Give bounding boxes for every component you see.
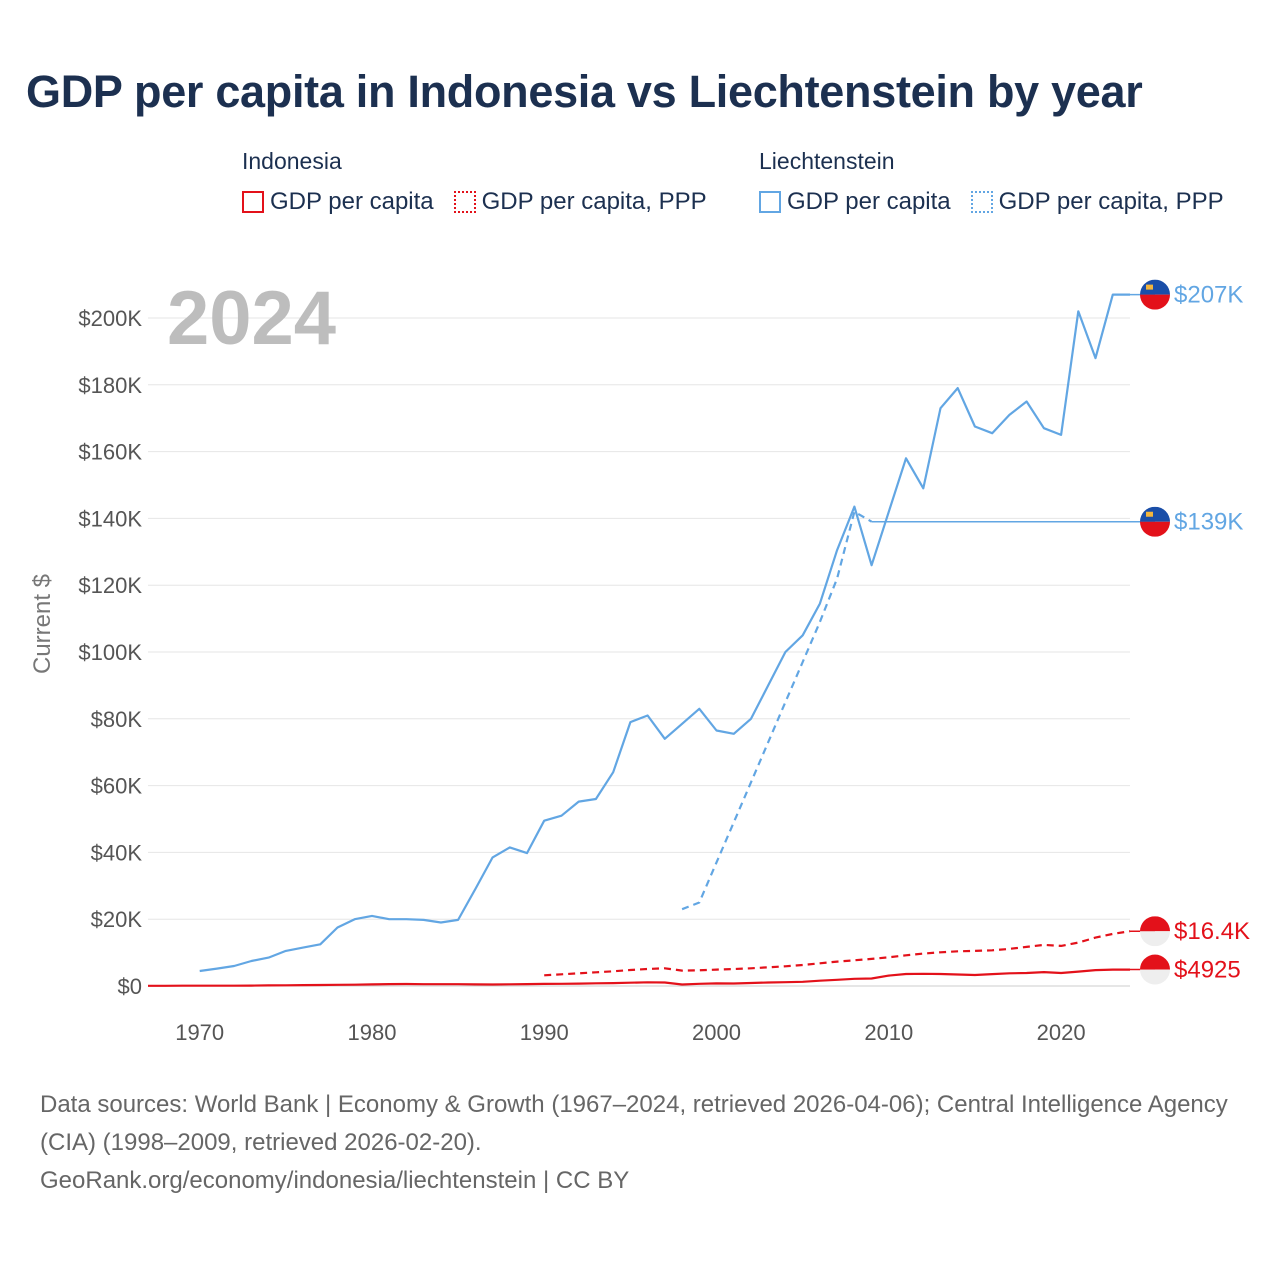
flag-icon-liechtenstein [1140,279,1170,310]
footer: Data sources: World Bank | Economy & Gro… [40,1086,1250,1200]
flag-icon-liechtenstein [1140,506,1170,537]
end-value-label: $207K [1174,282,1243,309]
legend-label: GDP per capita [787,188,951,215]
legend-item-indonesia-gdp-ppp[interactable]: GDP per capita, PPP [453,188,707,216]
flag-icon-indonesia [1140,954,1170,985]
flag-crown [1146,511,1153,517]
year-label: 2024 [167,276,336,361]
flag-stripe-red [1140,521,1170,537]
legend-swatch-dotted [970,191,993,213]
y-tick-label: $140K [78,506,142,531]
legend-group-liechtenstein: Liechtenstein GDP per capita GDP per cap… [759,146,1244,216]
x-tick-label: 2000 [692,1020,741,1045]
data-sources-text: Data sources: World Bank | Economy & Gro… [40,1091,1228,1156]
y-tick-label: $20K [91,907,143,932]
legend-swatch-solid [242,191,264,213]
flag-stripe-red [1140,916,1170,932]
flag-stripe-blue [1140,279,1170,295]
legend-item-liechtenstein-gdp[interactable]: GDP per capita [759,188,951,216]
y-tick-label: $40K [91,840,143,865]
flag-stripe-white [1140,931,1170,947]
legend-label: GDP per capita, PPP [481,188,707,215]
legend-swatch-solid [759,191,781,213]
end-value-label: $16.4K [1174,918,1250,945]
y-tick-label: $0 [118,974,142,999]
x-tick-label: 1970 [175,1020,224,1045]
x-tick-label: 2020 [1037,1020,1086,1045]
line-chart: $0 $20K $40K $60K $80K $100K $120K $140K $160K $1… [29,276,1250,1045]
legend-item-indonesia-gdp[interactable]: GDP per capita [242,188,434,216]
flag-stripe-blue [1140,506,1170,522]
end-value-label: $4925 [1174,957,1241,984]
chart-title: GDP per capita in Indonesia vs Liechtens… [26,66,1143,117]
end-value-label: $139K [1174,509,1243,536]
legend-swatch-dotted [453,191,476,213]
series-line-1 [681,510,873,911]
series-line-2 [544,930,1131,977]
attribution-link[interactable]: GeoRank.org/economy/indonesia/liechtenst… [40,1167,630,1194]
y-tick-label: $200K [78,306,142,331]
y-tick-label: $180K [78,373,142,398]
y-tick-label: $60K [91,774,143,799]
series-line-0 [199,293,1130,973]
flag-stripe-red [1140,294,1170,310]
legend-item-liechtenstein-gdp-ppp[interactable]: GDP per capita, PPP [970,188,1224,216]
legend-label: GDP per capita [270,188,434,215]
flag-stripe-white [1140,969,1170,985]
y-tick-label: $160K [78,440,142,465]
y-tick-label: $100K [78,640,142,665]
x-tick-label: 1990 [520,1020,569,1045]
legend-group-indonesia: Indonesia GDP per capita GDP per capita,… [242,146,727,216]
x-tick-label: 1980 [347,1020,396,1045]
flag-stripe-red [1140,954,1170,970]
flag-icon-indonesia [1140,916,1170,947]
series-line-3 [148,968,1130,987]
flag-crown [1146,284,1153,290]
y-tick-label: $120K [78,573,142,598]
x-tick-label: 2010 [864,1020,913,1045]
legend-label: GDP per capita, PPP [998,188,1224,215]
y-axis-label: Current $ [29,574,56,674]
legend-group-name: Liechtenstein [759,148,895,174]
legend-group-name: Indonesia [242,148,342,174]
y-tick-label: $80K [91,707,143,732]
